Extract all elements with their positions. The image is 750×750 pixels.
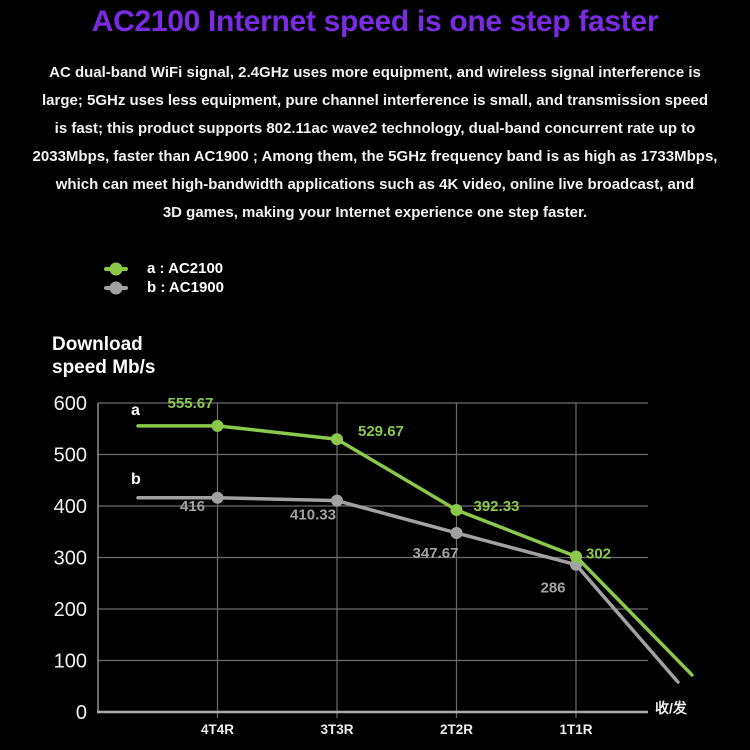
intro-line: AC dual-band WiFi signal, 2.4GHz uses mo… bbox=[49, 64, 701, 81]
intro-line: which can meet high-bandwidth applicatio… bbox=[55, 176, 695, 193]
x-category-label: 4T4R bbox=[201, 722, 234, 737]
legend-label: b : AC1900 bbox=[147, 279, 224, 296]
y-axis-title-line: speed Mb/s bbox=[52, 357, 156, 378]
legend-item-ac1900: b : AC1900 bbox=[104, 278, 224, 297]
y-tick-label: 300 bbox=[54, 548, 87, 570]
intro-line: 2033Mbps, faster than AC1900 ; Among the… bbox=[32, 148, 718, 165]
data-point-label-a0: 555.67 bbox=[168, 395, 214, 412]
data-point-marker-b1 bbox=[331, 494, 343, 507]
data-point-marker-a2 bbox=[450, 503, 463, 516]
data-point-label-b0: 416 bbox=[180, 498, 205, 515]
dot-icon bbox=[109, 281, 123, 294]
y-tick-label: 100 bbox=[54, 651, 87, 673]
series-letter-a: a bbox=[131, 402, 140, 419]
data-point-marker-a1 bbox=[331, 433, 343, 446]
dot-icon bbox=[109, 262, 123, 275]
data-point-label-a3: 302 bbox=[586, 545, 611, 562]
x-category-label: 2T2R bbox=[440, 722, 473, 737]
series-line-a bbox=[136, 424, 694, 677]
data-point-label-b1: 410.33 bbox=[290, 507, 336, 524]
intro-line: large; 5GHz uses less equipment, pure ch… bbox=[41, 92, 709, 109]
y-tick-label: 500 bbox=[54, 445, 87, 467]
y-axis-title-line: Download bbox=[52, 334, 143, 355]
y-axis-title: Download speed Mb/s bbox=[52, 333, 155, 379]
intro-paragraph: AC dual-band WiFi signal, 2.4GHz uses mo… bbox=[0, 59, 750, 227]
data-point-marker-a3 bbox=[570, 550, 582, 563]
legend-label: a : AC2100 bbox=[147, 260, 224, 277]
line-marker-icon bbox=[104, 281, 128, 294]
series-line-b bbox=[136, 496, 680, 684]
y-tick-label: 0 bbox=[76, 702, 87, 724]
chart-legend: a : AC2100 b : AC1900 bbox=[104, 259, 224, 297]
y-tick-label: 400 bbox=[54, 496, 87, 518]
y-tick-label: 600 bbox=[54, 393, 87, 415]
data-point-label-a2: 392.33 bbox=[474, 498, 520, 515]
data-point-marker-b2 bbox=[450, 526, 463, 539]
line-marker-icon bbox=[104, 262, 128, 275]
legend-item-ac2100: a : AC2100 bbox=[104, 259, 224, 278]
intro-line: 3D games, making your Internet experienc… bbox=[162, 204, 588, 221]
x-axis-note: 收/发 bbox=[655, 700, 688, 716]
data-point-label-a1: 529.67 bbox=[358, 423, 404, 440]
y-tick-label: 200 bbox=[54, 599, 87, 621]
page-title: AC2100 Internet speed is one step faster bbox=[91, 5, 659, 38]
x-category-label: 1T1R bbox=[559, 722, 592, 737]
data-point-marker-a0 bbox=[211, 419, 224, 432]
data-point-marker-b0 bbox=[211, 491, 224, 504]
intro-line: is fast; this product supports 802.11ac … bbox=[54, 120, 696, 137]
x-category-label: 3T3R bbox=[320, 722, 353, 737]
data-point-label-b3: 286 bbox=[540, 580, 565, 597]
data-point-label-b2: 347.67 bbox=[413, 545, 459, 562]
series-letter-b: b bbox=[131, 471, 141, 488]
